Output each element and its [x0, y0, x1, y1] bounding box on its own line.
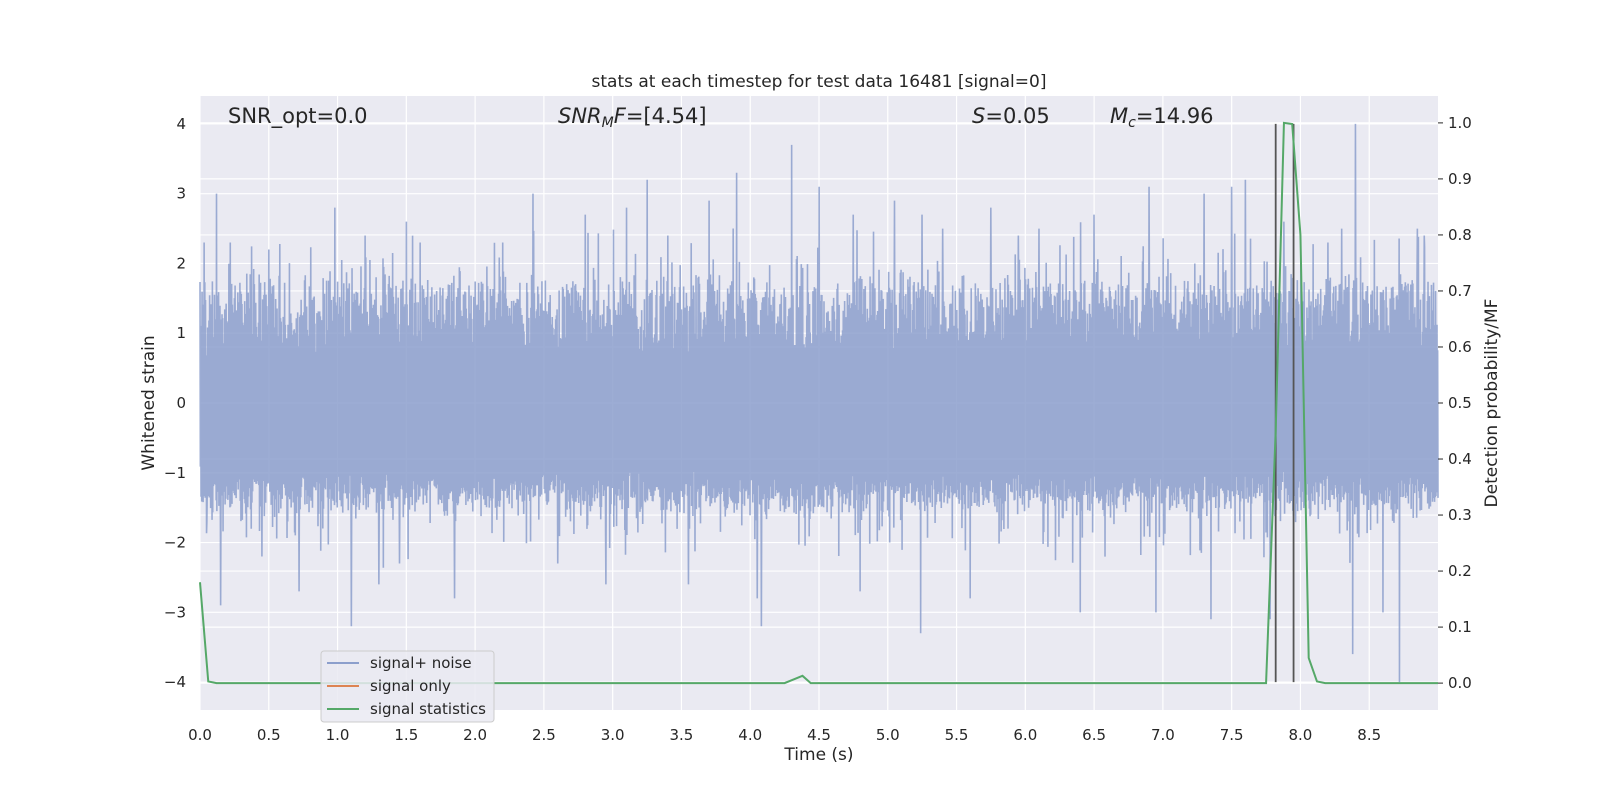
y-tick-label: −1 [164, 464, 186, 482]
x-tick-label: 2.0 [463, 726, 487, 744]
x-tick-label: 6.5 [1082, 726, 1106, 744]
y-axis-label: Whitened strain [139, 335, 159, 470]
x-tick-label: 8.5 [1357, 726, 1381, 744]
x-tick-label: 7.0 [1151, 726, 1175, 744]
annotation-text: Mc=14.96 [1110, 104, 1214, 131]
y2-axis-label: Detection probability/MF [1482, 299, 1502, 508]
y2-tick-label: 0.1 [1448, 618, 1472, 636]
y-tick-label: 4 [176, 115, 186, 133]
y2-tick-label: 0.8 [1448, 226, 1472, 244]
x-tick-label: 4.0 [738, 726, 762, 744]
y-tick-label: −3 [164, 603, 186, 621]
x-tick-label: 3.0 [601, 726, 625, 744]
y-tick-label: 1 [176, 324, 186, 342]
legend: signal+ noise signal only signal statist… [321, 651, 494, 722]
y2-tick-label: 1.0 [1448, 114, 1472, 132]
chart-title: stats at each timestep for test data 164… [592, 72, 1047, 92]
y2-tick-label: 0.5 [1448, 394, 1472, 412]
x-tick-label: 3.5 [670, 726, 694, 744]
x-tick-label: 0.5 [257, 726, 281, 744]
y2-tick-label: 0.0 [1448, 674, 1472, 692]
legend-label-signal-only: signal only [370, 677, 451, 695]
x-tick-label: 8.0 [1289, 726, 1313, 744]
y-tick-label: −2 [164, 534, 186, 552]
y2-tick-label: 0.6 [1448, 338, 1472, 356]
x-tick-label: 5.0 [876, 726, 900, 744]
y-tick-label: −4 [164, 673, 186, 691]
y-tick-label: 2 [176, 254, 186, 272]
y-axis-ticks: −4 −3 −2 −1 0 1 2 3 4 [164, 115, 186, 691]
x-tick-label: 1.5 [394, 726, 418, 744]
annotation-text: SNR_opt=0.0 [228, 104, 368, 129]
y2-tick-label: 0.9 [1448, 170, 1472, 188]
y-tick-label: 0 [176, 394, 186, 412]
y-tick-label: 3 [176, 185, 186, 203]
x-tick-label: 6.0 [1013, 726, 1037, 744]
legend-label-signal-statistics: signal statistics [370, 700, 486, 718]
y2-axis-ticks: 0.0 0.1 0.2 0.3 0.4 0.5 0.6 0.7 0.8 0.9 1.0 [1438, 114, 1472, 692]
x-tick-label: 7.5 [1220, 726, 1244, 744]
x-tick-label: 1.0 [326, 726, 350, 744]
y2-tick-label: 0.2 [1448, 562, 1472, 580]
x-axis-ticks: 0.0 0.5 1.0 1.5 2.0 2.5 3.0 3.5 4.0 4.5 5.0 5.5 6.0 6… [188, 726, 1381, 744]
x-tick-label: 5.5 [945, 726, 969, 744]
x-tick-label: 2.5 [532, 726, 556, 744]
x-axis-label: Time (s) [783, 745, 853, 765]
x-tick-label: 4.5 [807, 726, 831, 744]
legend-label-signal-plus-noise: signal+ noise [370, 654, 472, 672]
annotation-text: S=0.05 [972, 104, 1050, 128]
y2-tick-label: 0.4 [1448, 450, 1472, 468]
annotation-text: SNRMF=[4.54] [558, 104, 707, 131]
x-tick-label: 0.0 [188, 726, 212, 744]
y2-tick-label: 0.7 [1448, 282, 1472, 300]
y2-tick-label: 0.3 [1448, 506, 1472, 524]
